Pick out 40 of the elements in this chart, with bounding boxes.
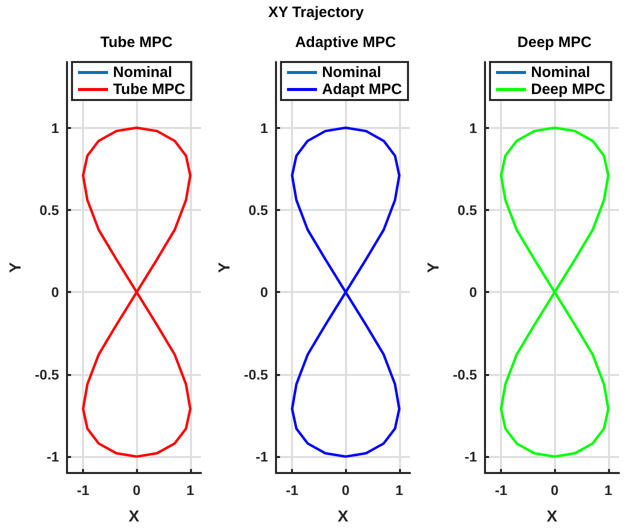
x-tick-label: 0 [342,482,350,498]
y-tick-label: 0.5 [248,202,268,218]
y-tick-label: 0 [51,284,60,300]
y-tick-label: 1 [51,120,60,136]
legend-label: Deep MPC [531,81,606,98]
y-tick-label: 1 [469,120,478,136]
y-axis-title: Y [426,262,442,273]
y-tick-label: -0.5 [244,366,268,382]
x-tick-label: 1 [395,482,404,498]
y-tick-label: -0.5 [34,366,60,382]
legend-label: Nominal [531,64,590,81]
x-tick-label: 1 [604,482,612,498]
legend-label: Nominal [322,64,382,81]
x-axis-title: X [338,508,349,526]
x-tick-label: 1 [186,482,194,498]
y-tick-label: -0.5 [452,366,478,382]
x-axis-title: X [128,508,140,526]
legend-label: Nominal [113,64,172,81]
y-tick-label: 0 [469,284,478,300]
text: XY Trajectory [268,4,364,21]
x-axis-title: X [546,508,558,526]
x-tick-label: -1 [494,482,508,498]
x-tick-label: 0 [132,482,141,498]
y-axis-title: Y [8,262,24,273]
y-tick-label: -1 [46,448,60,465]
y-tick-label: 0.5 [458,202,478,218]
legend-label: Adapt MPC [322,81,402,98]
y-tick-label: 0 [260,284,268,300]
y-axis-title: Y [216,262,234,273]
y-tick-label: 0.5 [40,202,60,218]
legend-label: Tube MPC [113,81,186,98]
x-tick-label: -1 [76,482,90,498]
y-tick-label: -1 [256,448,268,465]
y-tick-label: -1 [464,448,478,465]
chart-title: Tube MPC [100,34,173,51]
y-tick-label: 1 [260,120,268,136]
x-tick-label: -1 [286,482,299,498]
chart-title: Deep MPC [517,34,592,51]
x-tick-label: 0 [550,482,559,498]
chart-title: Adaptive MPC [295,34,396,51]
